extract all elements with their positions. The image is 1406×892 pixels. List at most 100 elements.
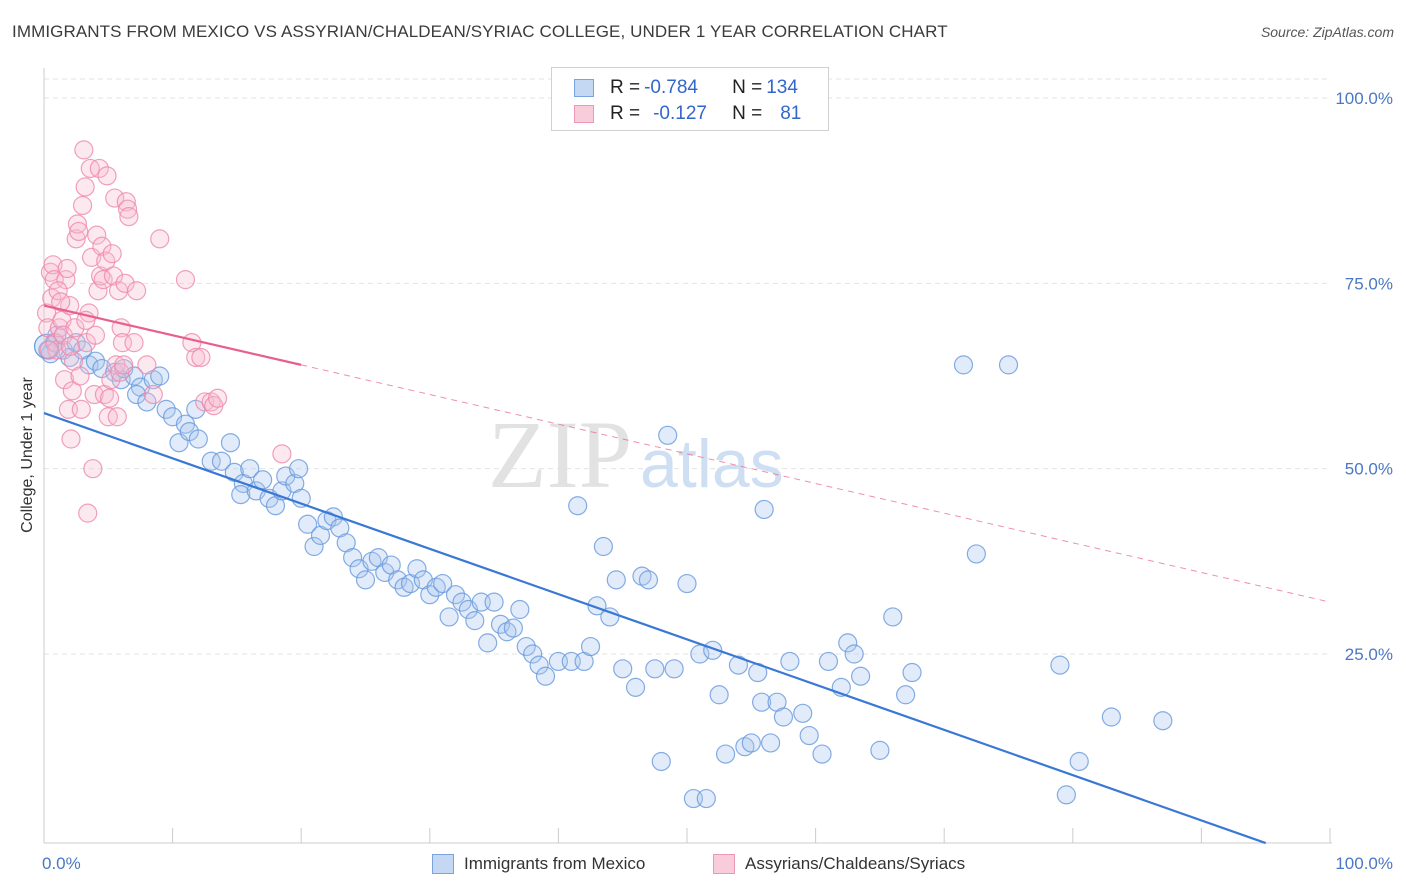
y-tick-label: 100.0% bbox=[1335, 89, 1393, 108]
data-point bbox=[45, 333, 66, 353]
data-point bbox=[645, 659, 665, 679]
x-tick-label: 0.0% bbox=[42, 854, 81, 873]
data-point bbox=[62, 381, 82, 401]
data-point bbox=[523, 644, 543, 664]
data-point bbox=[93, 270, 113, 290]
data-point bbox=[535, 666, 556, 686]
data-point bbox=[53, 325, 73, 345]
data-point bbox=[54, 370, 75, 390]
data-point bbox=[126, 384, 147, 405]
data-point bbox=[137, 392, 157, 412]
data-point bbox=[658, 425, 678, 445]
data-point bbox=[83, 459, 103, 479]
data-point bbox=[304, 536, 324, 557]
data-point bbox=[61, 429, 81, 449]
data-point bbox=[289, 459, 309, 479]
data-point bbox=[57, 258, 77, 279]
data-point bbox=[156, 399, 176, 419]
data-point bbox=[119, 207, 139, 227]
data-point bbox=[677, 573, 697, 594]
data-point bbox=[36, 303, 57, 323]
data-point bbox=[503, 618, 523, 638]
data-point bbox=[143, 384, 163, 405]
data-point bbox=[625, 677, 646, 697]
legend-r-value: -0.784 bbox=[644, 77, 698, 98]
data-point bbox=[844, 644, 864, 664]
data-point bbox=[465, 611, 485, 631]
data-point bbox=[780, 651, 800, 672]
data-point bbox=[88, 281, 108, 301]
data-point bbox=[728, 655, 749, 675]
data-point bbox=[44, 270, 64, 290]
chart-title: IMMIGRANTS FROM MEXICO VS ASSYRIAN/CHALD… bbox=[12, 22, 948, 41]
data-point bbox=[760, 733, 781, 753]
data-point bbox=[343, 548, 363, 568]
bottom-legend-label: Assyrians/Chaldeans/Syriacs bbox=[745, 854, 966, 873]
data-point bbox=[112, 333, 133, 353]
data-point bbox=[107, 407, 127, 427]
data-point bbox=[896, 685, 916, 705]
data-point bbox=[78, 503, 98, 523]
data-point bbox=[75, 177, 95, 197]
data-point bbox=[751, 692, 772, 712]
data-point bbox=[1050, 655, 1070, 675]
data-point bbox=[812, 744, 832, 764]
data-point bbox=[741, 733, 761, 753]
legend-r-label: R = bbox=[610, 77, 641, 98]
data-point bbox=[211, 451, 232, 471]
data-point bbox=[638, 570, 659, 590]
data-point bbox=[651, 751, 671, 772]
y-tick-label: 25.0% bbox=[1345, 645, 1393, 664]
legend-n-value: 134 bbox=[766, 77, 798, 98]
data-point bbox=[355, 570, 376, 590]
data-point bbox=[407, 559, 427, 579]
data-point bbox=[71, 399, 91, 419]
data-point bbox=[773, 707, 794, 727]
data-point bbox=[115, 273, 135, 293]
data-point bbox=[883, 607, 903, 627]
data-point bbox=[85, 351, 106, 371]
data-point bbox=[175, 270, 196, 290]
data-point bbox=[490, 614, 511, 634]
data-point bbox=[72, 195, 93, 216]
data-point bbox=[433, 573, 453, 594]
data-point bbox=[150, 366, 170, 386]
data-point bbox=[298, 514, 318, 534]
data-point bbox=[1153, 711, 1173, 731]
data-point bbox=[439, 607, 459, 627]
watermark-atlas: atlas bbox=[640, 426, 784, 502]
data-point bbox=[953, 355, 974, 375]
trend-lines bbox=[43, 304, 1331, 845]
data-point bbox=[201, 451, 221, 471]
trend-line-assyrian bbox=[43, 304, 302, 366]
data-point bbox=[478, 633, 498, 653]
data-point bbox=[102, 244, 122, 264]
data-point bbox=[43, 255, 63, 275]
bottom-swatch-pink bbox=[713, 854, 735, 874]
data-point bbox=[87, 225, 107, 245]
data-point bbox=[97, 166, 117, 186]
data-point bbox=[111, 370, 131, 390]
data-point bbox=[48, 281, 68, 301]
data-point bbox=[66, 229, 86, 249]
data-point bbox=[253, 470, 273, 490]
data-point bbox=[188, 429, 208, 449]
data-point bbox=[191, 347, 211, 368]
bottom-legend-label: Immigrants from Mexico bbox=[464, 854, 646, 873]
data-point bbox=[1101, 707, 1121, 727]
data-point bbox=[600, 607, 620, 627]
data-point bbox=[39, 340, 59, 360]
data-point bbox=[84, 384, 104, 405]
data-point bbox=[105, 188, 125, 208]
data-point bbox=[103, 266, 124, 286]
gridlines bbox=[44, 78, 1330, 655]
legend-row-mexico: R = -0.784 N = 134 bbox=[574, 76, 798, 100]
data-point bbox=[452, 592, 472, 612]
data-point bbox=[70, 366, 90, 386]
legend-r-value: -0.127 bbox=[653, 103, 707, 124]
data-point bbox=[186, 347, 206, 368]
data-point bbox=[838, 633, 858, 653]
trend-line-assyrian-dashed bbox=[301, 364, 1331, 603]
data-point bbox=[51, 292, 71, 312]
